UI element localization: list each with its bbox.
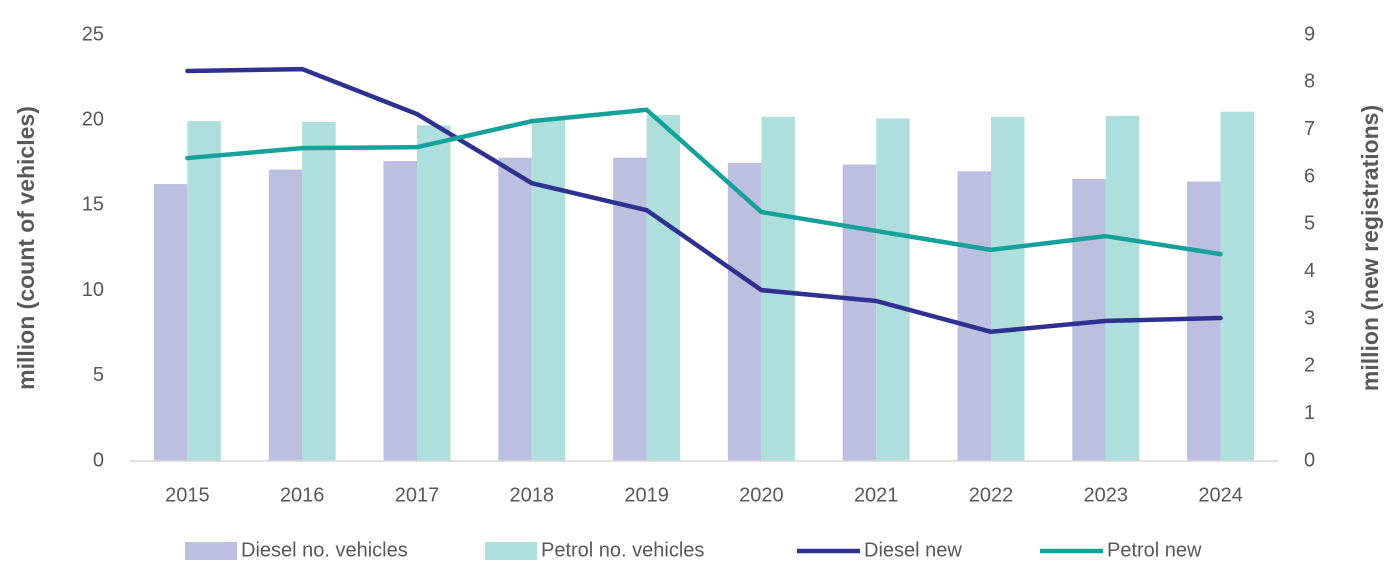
bar (876, 118, 910, 461)
bar (991, 116, 1025, 462)
y2-tick-label: 6 (1304, 165, 1315, 187)
bar (302, 121, 336, 462)
line (185, 66, 1223, 335)
bar (383, 161, 417, 461)
x-tick-label: 2019 (624, 484, 669, 506)
y-axis-label: million (count of vehicles) (13, 106, 39, 390)
bar (531, 118, 566, 461)
bar (417, 125, 451, 461)
y2-tick-label: 8 (1304, 71, 1315, 93)
y2-tick-label: 2 (1304, 355, 1315, 377)
bar (1105, 115, 1140, 461)
bar (727, 162, 762, 462)
line (185, 107, 1223, 257)
legend-swatch (485, 542, 537, 560)
x-tick-label: 2022 (969, 484, 1014, 506)
legend-label: Petrol new (1107, 539, 1202, 561)
bar (187, 121, 221, 461)
y-tick-label: 0 (93, 449, 104, 471)
y-tick-label: 10 (82, 279, 104, 301)
y-tick-label: 20 (82, 108, 104, 130)
y2-tick-label: 5 (1304, 213, 1315, 235)
x-tick-label: 2024 (1198, 484, 1243, 506)
bar (646, 115, 681, 461)
y2-tick-label: 9 (1304, 23, 1315, 45)
y2-tick-label: 3 (1304, 307, 1315, 329)
y2-axis-label: million (new registrations) (1357, 105, 1383, 391)
bar (1187, 181, 1221, 461)
bar (842, 164, 877, 461)
x-tick-label: 2021 (854, 484, 899, 506)
x-tick-label: 2016 (280, 484, 325, 506)
y-tick-label: 15 (82, 194, 104, 216)
x-tick-label: 2015 (165, 484, 210, 506)
y-tick-label: 25 (82, 23, 104, 45)
x-tick-label: 2023 (1084, 484, 1129, 506)
y2-tick-label: 7 (1304, 118, 1315, 140)
x-tick-label: 2020 (739, 484, 784, 506)
bar (498, 157, 532, 462)
bar (268, 169, 303, 461)
legend-label: Diesel no. vehicles (241, 539, 408, 561)
bar (153, 184, 188, 461)
y2-tick-label: 4 (1304, 260, 1315, 282)
legend-label: Petrol no. vehicles (541, 539, 704, 561)
legend-swatch (185, 542, 237, 560)
bar (957, 171, 991, 461)
y2-tick-label: 0 (1304, 449, 1315, 471)
x-tick-label: 2018 (510, 484, 555, 506)
x-tick-label: 2017 (395, 484, 440, 506)
bar (1220, 111, 1255, 462)
legend-label: Diesel new (864, 539, 962, 561)
y2-tick-label: 1 (1304, 402, 1315, 424)
y-tick-label: 5 (93, 364, 104, 386)
